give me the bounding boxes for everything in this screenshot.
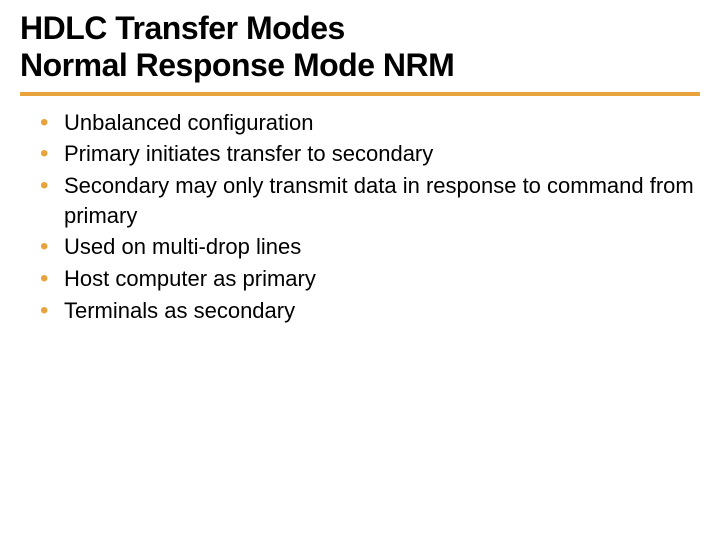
title-divider <box>20 92 700 96</box>
title-line-1: HDLC Transfer Modes <box>20 10 345 46</box>
list-item: Terminals as secondary <box>40 296 700 326</box>
slide-title: HDLC Transfer Modes Normal Response Mode… <box>20 10 700 92</box>
list-item: Primary initiates transfer to secondary <box>40 139 700 169</box>
list-item: Unbalanced configuration <box>40 108 700 138</box>
slide-container: HDLC Transfer Modes Normal Response Mode… <box>0 0 720 540</box>
list-item: Host computer as primary <box>40 264 700 294</box>
bullet-list: Unbalanced configuration Primary initiat… <box>20 108 700 326</box>
list-item: Used on multi-drop lines <box>40 232 700 262</box>
list-item: Secondary may only transmit data in resp… <box>40 171 700 230</box>
title-line-2: Normal Response Mode NRM <box>20 47 454 83</box>
